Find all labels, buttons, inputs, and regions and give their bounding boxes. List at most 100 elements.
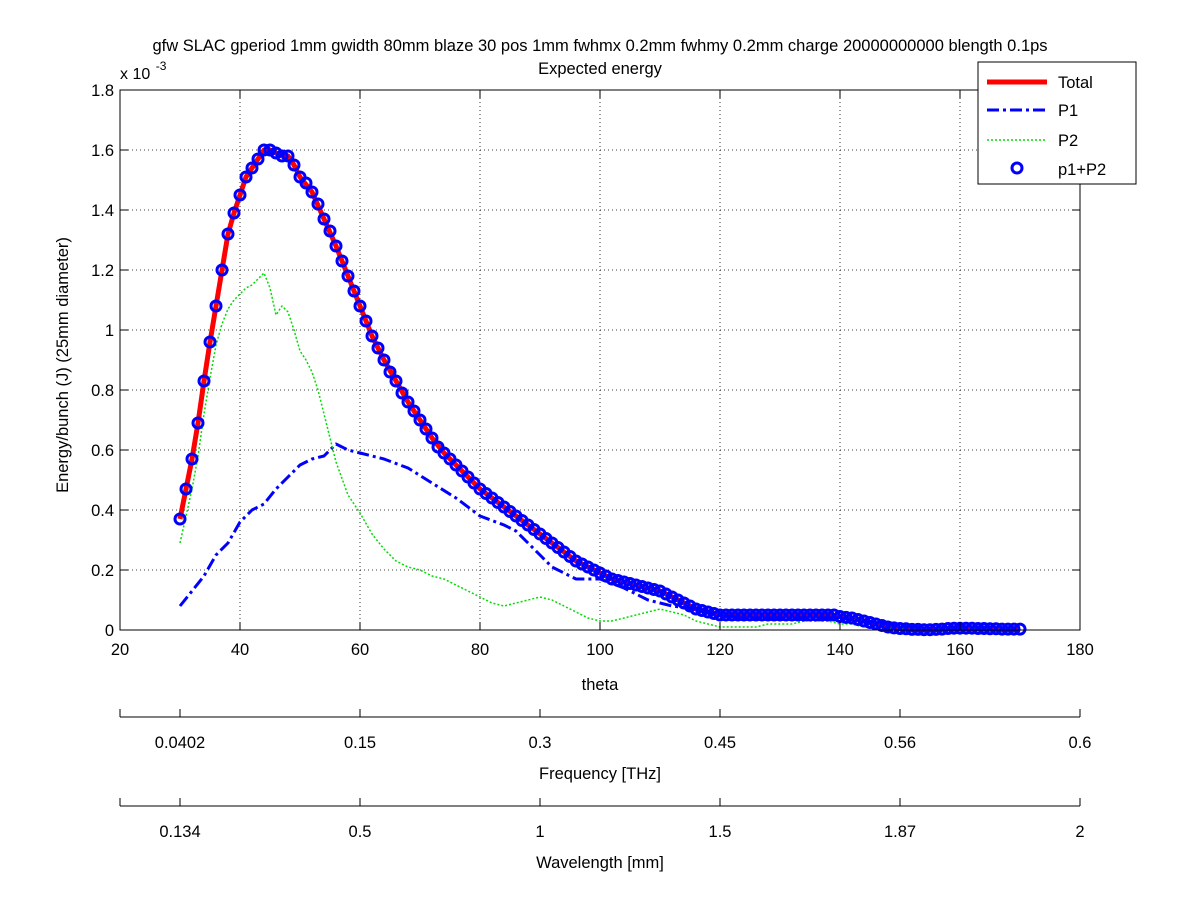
wavelength-axis-label: Wavelength [mm] [536, 854, 664, 872]
data-point [641, 581, 655, 595]
data-point [773, 608, 787, 622]
data-point [335, 254, 349, 268]
legend: Total P1 P2 p1+P2 [977, 61, 1137, 185]
legend-swatch-p1p2 [1010, 161, 1024, 175]
axis-ticks: 20 40 60 80 100 120 140 160 180 0 0.2 0.4 0.6 0.8 1 1.2… [91, 82, 1094, 659]
x-tick-label: 140 [826, 641, 854, 659]
data-point [299, 176, 313, 190]
data-point [227, 206, 241, 220]
data-point [761, 608, 775, 622]
data-point [929, 622, 943, 636]
data-point [809, 608, 823, 622]
data-point [629, 578, 643, 592]
data-point [725, 608, 739, 622]
y-axis-label: Energy/bunch (J) (25mm diameter) [54, 237, 72, 493]
x-tick-label: 100 [586, 641, 614, 659]
x-tick-label: 20 [111, 641, 129, 659]
data-point [785, 608, 799, 622]
y-tick-label: 0 [105, 622, 114, 640]
x-tick-label: 40 [231, 641, 249, 659]
data-point [359, 314, 373, 328]
data-point [209, 299, 223, 313]
secondary-axis-tick-label: 0.3 [529, 734, 552, 752]
data-point [329, 239, 343, 253]
data-point [707, 607, 721, 620]
legend-label-p1: P1 [1058, 102, 1078, 120]
data-point [611, 574, 625, 587]
y-tick-label: 0.6 [91, 442, 114, 460]
frequency-axis: 0.0402 0.15 0.3 0.45 0.56 0.6 [119, 709, 1092, 752]
data-point [377, 353, 391, 367]
data-point [989, 622, 1003, 636]
data-point [233, 188, 247, 202]
data-point [779, 608, 793, 622]
data-point [197, 374, 211, 388]
y-exponent-base: x 10 [120, 66, 150, 83]
legend-label-p2: P2 [1058, 132, 1078, 150]
y-tick-label: 1.6 [91, 142, 114, 160]
data-point [755, 608, 769, 622]
data-point [749, 608, 763, 622]
data-point [425, 431, 439, 445]
data-point [605, 572, 619, 586]
data-point [935, 622, 949, 636]
data-point [203, 335, 217, 349]
data-point [845, 611, 859, 625]
data-point [395, 386, 409, 400]
data-point [239, 170, 253, 184]
data-point [959, 621, 973, 635]
y-tick-label: 1 [105, 322, 114, 340]
data-point [713, 608, 727, 622]
y-tick-label: 1.8 [91, 82, 114, 100]
data-point [887, 621, 901, 635]
data-point [1013, 622, 1027, 636]
data-point [833, 610, 847, 623]
data-point [893, 622, 907, 635]
y-tick-label: 1.2 [91, 262, 114, 280]
data-point [689, 602, 703, 616]
data-point [413, 413, 427, 427]
data-point [695, 604, 709, 617]
secondary-axis-tick-label: 1.5 [709, 823, 732, 841]
secondary-axis-tick-label: 0.5 [349, 823, 372, 841]
y-tick-label: 0.2 [91, 562, 114, 580]
data-point [851, 613, 865, 626]
data-point [1007, 622, 1021, 636]
data-point [173, 512, 187, 526]
data-point [623, 577, 637, 590]
secondary-axis-tick-label: 1.87 [884, 823, 916, 841]
data-point [407, 404, 421, 418]
data-point [815, 608, 829, 622]
data-point [869, 617, 883, 631]
data-point [941, 622, 955, 635]
data-point [881, 620, 895, 634]
data-point [905, 622, 919, 636]
data-point [965, 621, 979, 635]
chart-subtitle: Expected energy [538, 60, 663, 78]
x-tick-label: 160 [946, 641, 974, 659]
secondary-axis-tick-label: 0.6 [1069, 734, 1092, 752]
data-point [371, 341, 385, 355]
data-point [389, 374, 403, 388]
data-point [191, 416, 205, 430]
secondary-axis-tick-label: 0.0402 [155, 734, 205, 752]
data-point [401, 395, 415, 409]
data-point [215, 263, 229, 277]
x-tick-label: 120 [706, 641, 734, 659]
x-tick-label: 180 [1066, 641, 1094, 659]
data-point [983, 622, 997, 636]
data-point [323, 224, 337, 238]
data-point [419, 422, 433, 436]
data-point [767, 608, 781, 622]
data-point [971, 622, 985, 635]
data-point [839, 610, 853, 624]
data-point [353, 299, 367, 313]
data-point [731, 608, 745, 622]
data-point [311, 197, 325, 211]
data-point [305, 185, 319, 199]
secondary-axis-tick-label: 1 [535, 823, 544, 841]
data-point [383, 365, 397, 379]
chart-title: gfw SLAC gperiod 1mm gwidth 80mm blaze 3… [152, 37, 1047, 55]
grid [120, 90, 1080, 630]
